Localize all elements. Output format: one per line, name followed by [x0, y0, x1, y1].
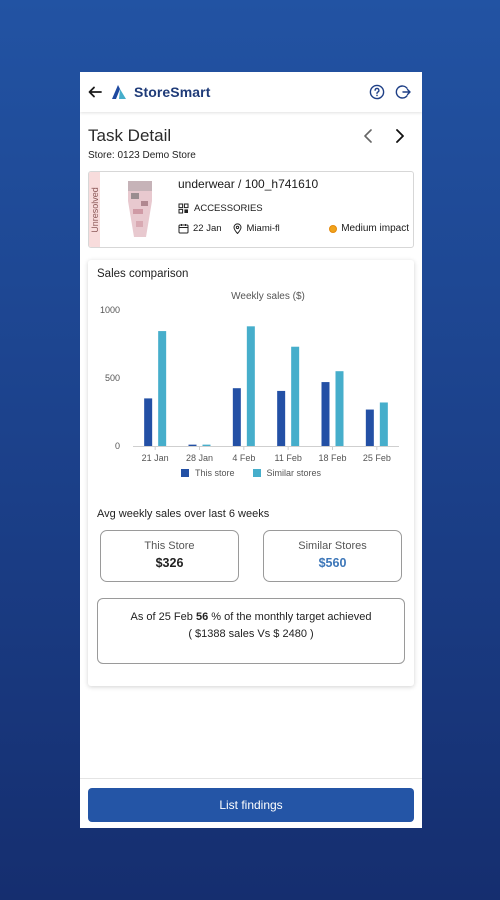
chart-title: Weekly sales ($): [231, 291, 305, 302]
target-date-text: As of 25 Feb: [130, 611, 196, 623]
help-icon[interactable]: [368, 83, 386, 101]
x-tick-label: 21 Jan: [142, 453, 169, 463]
previous-task-chevron-icon[interactable]: [360, 128, 376, 144]
status-label: Unresolved: [89, 186, 100, 233]
bar-similar-stores: [335, 371, 344, 446]
target-suffix-text: % of the monthly target achieved: [208, 611, 372, 623]
y-tick-label: 0: [115, 441, 120, 451]
page-title: Task Detail: [88, 126, 172, 145]
bar-similar-stores: [246, 326, 255, 446]
bar-this-store: [277, 390, 286, 446]
bar-this-store: [188, 444, 197, 446]
footer-divider: [80, 778, 422, 779]
bar-this-store: [321, 382, 330, 446]
task-card[interactable]: Unresolved underwear / 100_h741610 ACCES…: [88, 171, 414, 248]
location-pin-icon: [233, 223, 242, 234]
app-screen: StoreSmart Task Detail Store: 0123 Demo …: [80, 72, 422, 828]
weekly-sales-chart: Weekly sales ($) 0 500 1000 21 Jan 28 Jan 4 Fe…: [97, 284, 405, 494]
task-navigation: [360, 128, 408, 144]
bar-similar-stores: [291, 346, 300, 446]
monthly-target-box: As of 25 Feb 56 % of the monthly target …: [97, 598, 405, 664]
task-meta-row: 22 Jan Miami-fl Medium impact: [178, 223, 413, 234]
x-tick-label: 25 Feb: [363, 453, 391, 463]
similar-stores-value: $560: [318, 556, 347, 570]
similar-stores-box: Similar Stores $560: [263, 530, 402, 582]
legend-item-similar-stores: Similar stores: [252, 468, 322, 478]
storesmart-logo-icon: [110, 83, 128, 101]
x-tick-label: 4 Feb: [232, 453, 255, 463]
bar-this-store: [365, 409, 374, 446]
store-comparison-row: This Store $326 Similar Stores $560: [97, 530, 405, 582]
this-store-value: $326: [155, 556, 184, 570]
x-tick-label: 28 Jan: [186, 453, 213, 463]
impact-badge: Medium impact: [329, 223, 409, 234]
bar-this-store: [144, 398, 153, 446]
x-tick-label: 18 Feb: [318, 453, 346, 463]
legend-item-this-store: This store: [180, 468, 235, 478]
sales-comparison-card: Sales comparison Weekly sales ($) 0 500 100…: [88, 260, 414, 686]
app-bar: StoreSmart: [80, 72, 422, 112]
back-arrow-icon[interactable]: [86, 83, 104, 101]
impact-label: Medium impact: [341, 223, 409, 234]
similar-stores-label: Similar Stores: [298, 540, 367, 552]
x-tick-label: 11 Feb: [274, 453, 301, 463]
category-label: ACCESSORIES: [194, 203, 263, 214]
next-task-chevron-icon[interactable]: [392, 128, 408, 144]
category-row: ACCESSORIES: [178, 203, 413, 214]
target-line-2: ( $1388 sales Vs $ 2480 ): [188, 628, 314, 640]
bar-similar-stores: [202, 444, 211, 446]
category-grid-icon: [178, 203, 189, 214]
impact-dot-icon: [329, 224, 338, 233]
title-row: Task Detail: [80, 112, 422, 146]
sales-section-title: Sales comparison: [97, 268, 189, 280]
chart-svg: Weekly sales ($) 0 500 1000 21 Jan 28 Jan 4 Fe…: [100, 291, 399, 463]
avg-sales-title: Avg weekly sales over last 6 weeks: [97, 508, 270, 520]
logout-icon[interactable]: [394, 83, 412, 101]
this-store-label: This Store: [144, 540, 195, 552]
bar-similar-stores: [379, 402, 388, 446]
legend-label-similar-stores: Similar stores: [266, 468, 322, 478]
list-findings-button[interactable]: List findings: [88, 788, 414, 822]
legend-label-this-store: This store: [194, 468, 235, 478]
legend-swatch-similar-stores: [252, 469, 261, 477]
y-tick-label: 1000: [100, 305, 120, 315]
store-label: Store: 0123 Demo Store: [88, 150, 196, 161]
target-percent: 56: [195, 611, 209, 623]
bar-this-store: [232, 388, 241, 446]
task-info: underwear / 100_h741610 ACCESSORIES 22 J…: [162, 172, 413, 247]
task-name: underwear / 100_h741610: [178, 177, 319, 191]
product-thumbnail: [118, 179, 162, 239]
chart-legend: This store Similar stores: [97, 468, 405, 478]
app-name: StoreSmart: [134, 84, 211, 100]
bar-similar-stores: [158, 331, 167, 446]
y-tick-label: 500: [105, 373, 120, 383]
legend-swatch-this-store: [180, 469, 189, 477]
this-store-box: This Store $326: [100, 530, 239, 582]
task-date: 22 Jan: [193, 223, 222, 234]
calendar-icon: [178, 224, 189, 234]
target-line-1: As of 25 Feb 56 % of the monthly target …: [98, 609, 404, 626]
status-ribbon: Unresolved: [89, 172, 100, 247]
task-location: Miami-fl: [246, 223, 280, 234]
